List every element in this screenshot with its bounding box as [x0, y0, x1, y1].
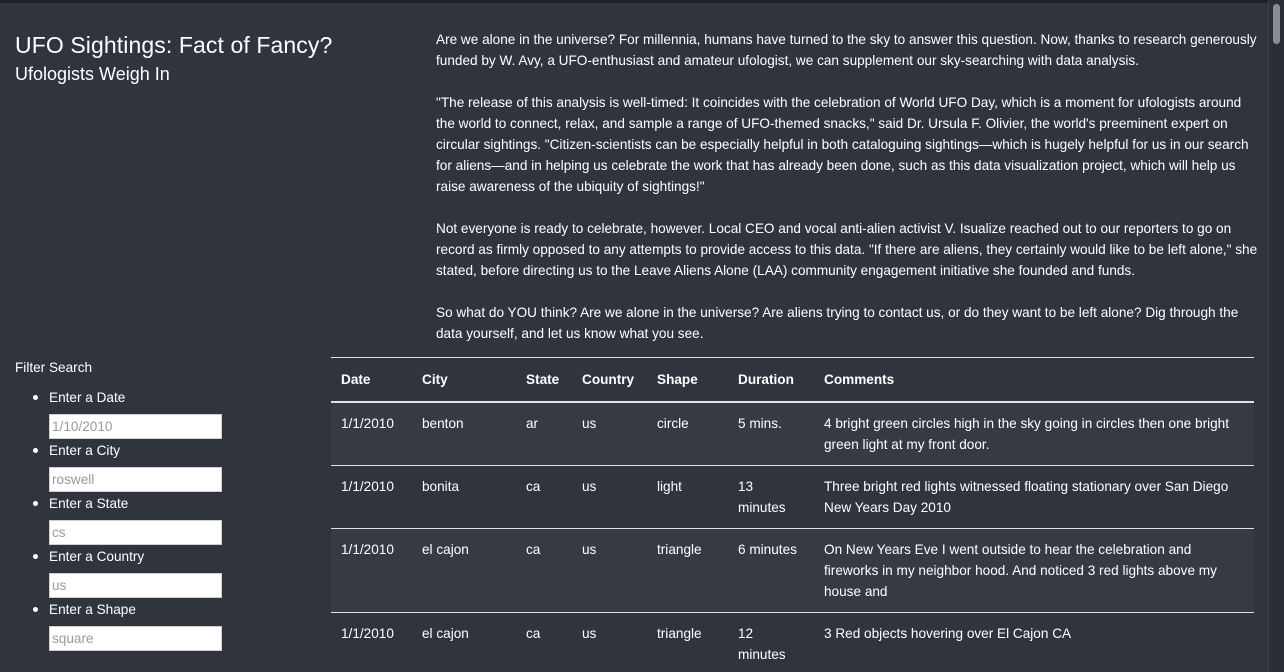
cell-duration: 12 minutes [728, 612, 814, 672]
header-country: Country [572, 357, 647, 403]
cell-duration: 13 minutes [728, 465, 814, 529]
cell-city: benton [412, 401, 516, 466]
article-text: Are we alone in the universe? For millen… [436, 29, 1258, 365]
table-row: 1/1/2010 bonita ca us light 13 minutes T… [331, 465, 1254, 529]
cell-city: bonita [412, 465, 516, 529]
bullet-icon [33, 501, 38, 506]
header-row: Date City State Country Shape Duration C… [331, 357, 1254, 403]
cell-country: us [572, 612, 647, 672]
table-header: Date City State Country Shape Duration C… [331, 357, 1254, 403]
shape-label: Enter a Shape [49, 602, 136, 617]
table-body: 1/1/2010 benton ar us circle 5 mins. 4 b… [331, 401, 1254, 672]
cell-state: ca [516, 612, 572, 672]
state-input[interactable] [49, 520, 222, 545]
city-input[interactable] [49, 467, 222, 492]
scrollbar-thumb[interactable] [1273, 4, 1280, 44]
cell-date: 1/1/2010 [331, 401, 412, 466]
shape-input[interactable] [49, 626, 222, 651]
cell-country: us [572, 401, 647, 466]
cell-shape: triangle [647, 528, 728, 613]
cell-shape: light [647, 465, 728, 529]
article-paragraph: So what do YOU think? Are we alone in th… [436, 305, 1239, 341]
city-label: Enter a City [49, 443, 121, 458]
page-header: UFO Sightings: Fact of Fancy? Ufologists… [15, 31, 395, 86]
date-input[interactable] [49, 414, 222, 439]
filter-item-shape: Enter a Shape [15, 599, 315, 652]
cell-duration: 5 mins. [728, 401, 814, 466]
bullet-icon [33, 554, 38, 559]
page-title: UFO Sightings: Fact of Fancy? [15, 32, 333, 58]
table-row: 1/1/2010 el cajon ca us triangle 6 minut… [331, 528, 1254, 613]
date-label: Enter a Date [49, 390, 126, 405]
cell-state: ca [516, 465, 572, 529]
filter-item-date: Enter a Date [15, 387, 315, 440]
filter-panel: Filter Search Enter a Date Enter a City … [15, 357, 315, 652]
cell-country: us [572, 465, 647, 529]
article-paragraph: Not everyone is ready to celebrate, howe… [436, 221, 1258, 278]
header-date: Date [331, 357, 412, 403]
bullet-icon [33, 448, 38, 453]
header-city: City [412, 357, 516, 403]
page-subtitle: Ufologists Weigh In [15, 64, 170, 84]
cell-city: el cajon [412, 612, 516, 672]
top-strip [0, 0, 1284, 3]
table-row: 1/1/2010 benton ar us circle 5 mins. 4 b… [331, 401, 1254, 466]
header-shape: Shape [647, 357, 728, 403]
cell-comments: Three bright red lights witnessed floati… [814, 465, 1254, 529]
filter-item-country: Enter a Country [15, 546, 315, 599]
cell-comments: On New Years Eve I went outside to hear … [814, 528, 1254, 613]
cell-duration: 6 minutes [728, 528, 814, 613]
ufo-table: Date City State Country Shape Duration C… [331, 357, 1254, 672]
cell-date: 1/1/2010 [331, 612, 412, 672]
article-paragraph: Are we alone in the universe? For millen… [436, 32, 1257, 68]
cell-date: 1/1/2010 [331, 528, 412, 613]
bullet-icon [33, 607, 38, 612]
ufo-table-container: Date City State Country Shape Duration C… [331, 357, 1254, 672]
filter-item-city: Enter a City [15, 440, 315, 493]
page-scrollbar[interactable] [1268, 0, 1284, 672]
bullet-icon [33, 395, 38, 400]
state-label: Enter a State [49, 496, 129, 511]
filter-item-state: Enter a State [15, 493, 315, 546]
cell-comments: 4 bright green circles high in the sky g… [814, 401, 1254, 466]
cell-city: el cajon [412, 528, 516, 613]
cell-state: ca [516, 528, 572, 613]
header-duration: Duration [728, 357, 814, 403]
header-state: State [516, 357, 572, 403]
filter-title: Filter Search [15, 360, 93, 375]
filter-list: Enter a Date Enter a City Enter a State … [15, 387, 315, 652]
table-row: 1/1/2010 el cajon ca us triangle 12 minu… [331, 612, 1254, 672]
cell-shape: triangle [647, 612, 728, 672]
article-paragraph: "The release of this analysis is well-ti… [436, 95, 1249, 194]
country-label: Enter a Country [49, 549, 145, 564]
cell-state: ar [516, 401, 572, 466]
cell-date: 1/1/2010 [331, 465, 412, 529]
header-comments: Comments [814, 357, 1254, 403]
country-input[interactable] [49, 573, 222, 598]
cell-shape: circle [647, 401, 728, 466]
cell-country: us [572, 528, 647, 613]
cell-comments: 3 Red objects hovering over El Cajon CA [814, 612, 1254, 672]
